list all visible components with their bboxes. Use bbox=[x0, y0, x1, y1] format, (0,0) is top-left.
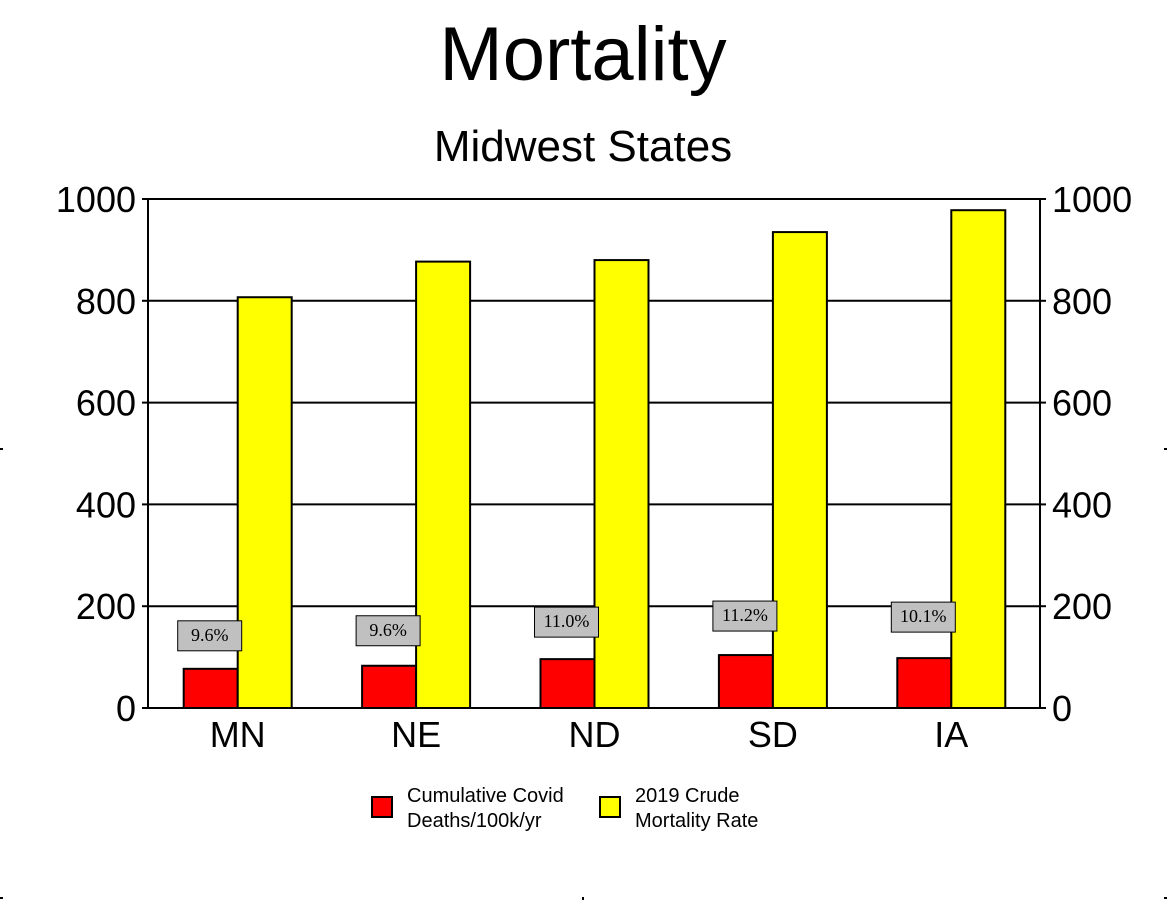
legend-label: Mortality Rate bbox=[635, 810, 758, 832]
y-tick-label-left: 600 bbox=[76, 383, 136, 424]
percent-annotation-box bbox=[177, 620, 243, 652]
bar-ia-series-1 bbox=[896, 657, 953, 709]
bar-ne-series-2 bbox=[415, 260, 472, 709]
legend-label: Deaths/100k/yr bbox=[407, 810, 542, 832]
y-tick-label-right: 200 bbox=[1052, 586, 1112, 627]
x-axis: MN NE ND SD IA bbox=[210, 714, 969, 755]
bar-nd-series-1 bbox=[539, 658, 596, 709]
percent-annotation-box bbox=[890, 601, 956, 633]
y-tick-label-right: 0 bbox=[1052, 688, 1072, 729]
y-tick-label-left: 800 bbox=[76, 281, 136, 322]
y-axis-right: 0 200 400 600 800 1000 bbox=[1040, 179, 1132, 729]
legend-label: 2019 Crude bbox=[635, 785, 740, 807]
legend-label: Cumulative Covid bbox=[407, 785, 564, 807]
y-tick-label-left: 400 bbox=[76, 484, 136, 525]
y-tick-label-left: 200 bbox=[76, 586, 136, 627]
percent-annotations: 9.6% 9.6% 11.0% 11.2% 10.1% bbox=[177, 600, 956, 652]
percent-annotation-box bbox=[712, 600, 778, 632]
y-axis-left: 0 200 400 600 800 1000 bbox=[56, 179, 148, 729]
y-tick-label-right: 400 bbox=[1052, 484, 1112, 525]
percent-annotation: 10.1% bbox=[900, 606, 947, 626]
chart-subtitle: Midwest States bbox=[434, 122, 732, 171]
bar-mn-series-1 bbox=[182, 667, 239, 710]
bar-nd-series-2 bbox=[593, 259, 650, 709]
legend-swatch bbox=[599, 796, 621, 818]
y-tick-label-left: 0 bbox=[116, 688, 136, 729]
percent-annotation-box bbox=[534, 606, 599, 638]
chart-title: Mortality bbox=[439, 12, 726, 97]
x-tick-label: NE bbox=[391, 714, 441, 755]
legend: Cumulative Covid Deaths/100k/yr 2019 Crude… bbox=[371, 785, 758, 832]
bar-sd-series-2 bbox=[771, 231, 828, 710]
percent-annotation: 9.6% bbox=[369, 620, 407, 640]
percent-annotation-box bbox=[355, 615, 421, 647]
percent-annotation: 11.2% bbox=[722, 605, 768, 625]
bar-mn-series-2 bbox=[236, 296, 293, 709]
y-tick-label-right: 1000 bbox=[1052, 179, 1132, 220]
percent-annotation: 9.6% bbox=[191, 625, 229, 645]
y-tick-label-right: 600 bbox=[1052, 383, 1112, 424]
y-tick-label-left: 1000 bbox=[56, 179, 136, 220]
x-tick-label: IA bbox=[934, 714, 968, 755]
plot-frame bbox=[147, 198, 1041, 709]
x-tick-label: ND bbox=[569, 714, 621, 755]
bar-ne-series-1 bbox=[361, 664, 418, 709]
bar-ia-series-2 bbox=[950, 209, 1007, 709]
legend-swatch bbox=[371, 796, 393, 818]
percent-annotation: 11.0% bbox=[544, 611, 590, 631]
y-tick-label-right: 800 bbox=[1052, 281, 1112, 322]
x-tick-label: SD bbox=[748, 714, 798, 755]
bar-sd-series-1 bbox=[717, 654, 774, 710]
x-tick-label: MN bbox=[210, 714, 266, 755]
